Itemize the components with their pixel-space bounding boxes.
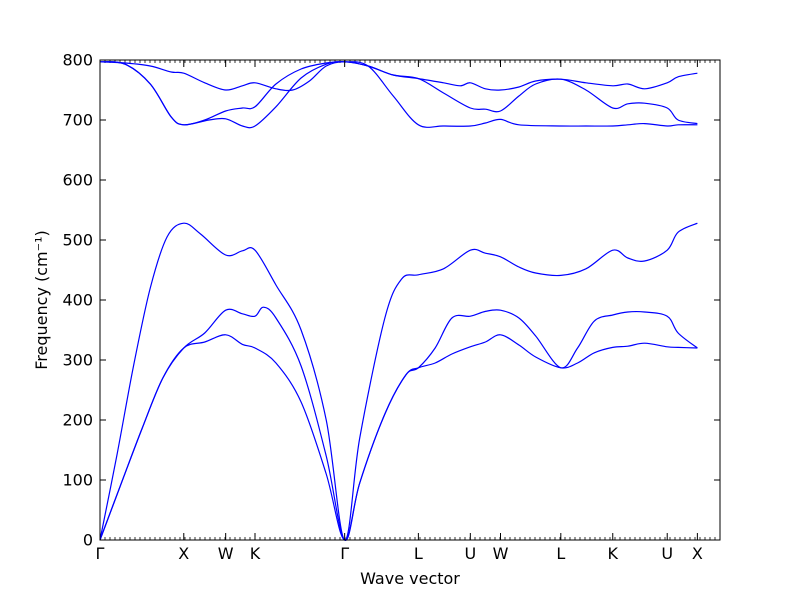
- y-tick-label: 600: [62, 171, 93, 190]
- x-tick-label: U: [661, 544, 673, 563]
- y-tick-label: 800: [62, 51, 93, 70]
- y-axis-title: Frequency (cm⁻¹): [32, 230, 51, 369]
- phonon-branch-5: [99, 61, 698, 126]
- x-tick-label: W: [218, 544, 234, 563]
- phonon-branch-6: [99, 61, 698, 92]
- y-tick-label: 700: [62, 111, 93, 130]
- y-tick-label: 400: [62, 291, 93, 310]
- x-tick-label: U: [464, 544, 476, 563]
- phonon-branch-3: [99, 222, 698, 541]
- y-tick-label: 500: [62, 231, 93, 250]
- x-axis-title: Wave vector: [360, 569, 460, 588]
- x-tick-label: X: [178, 544, 189, 563]
- x-tick-label: X: [692, 544, 703, 563]
- series-layer: [99, 61, 698, 541]
- x-tick-label: Γ: [340, 544, 349, 563]
- y-tick-label: 300: [62, 351, 93, 370]
- x-tick-label: K: [250, 544, 261, 563]
- x-tick-label: K: [608, 544, 619, 563]
- y-axis-ticks: 0 100 200 300 400 500 600 700 800: [62, 51, 720, 550]
- y-tick-label: 200: [62, 411, 93, 430]
- y-tick-label: 100: [62, 471, 93, 490]
- x-tick-label: Γ: [96, 544, 105, 563]
- x-tick-label: W: [493, 544, 509, 563]
- y-tick-label: 0: [83, 531, 93, 550]
- x-tick-label: L: [556, 544, 565, 563]
- phonon-branch-2: [99, 306, 698, 541]
- phonon-branch-1: [99, 334, 698, 541]
- phonon-branch-4: [99, 61, 698, 129]
- plot-frame: [99, 59, 721, 541]
- x-tick-label: L: [414, 544, 423, 563]
- minor-ticks: [99, 60, 721, 540]
